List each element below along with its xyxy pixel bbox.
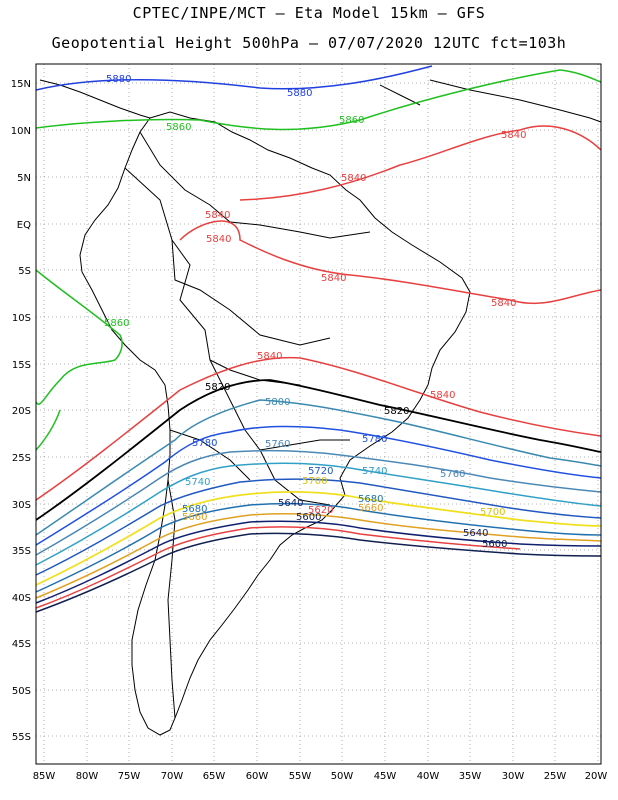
- lon-label: 20W: [585, 771, 608, 782]
- contour-5860-southwest: [35, 409, 61, 451]
- contour-label: 5840: [206, 234, 231, 245]
- lat-label: 40S: [12, 593, 31, 604]
- contour-label: 5860: [104, 318, 129, 329]
- contour-5860-north: [35, 69, 602, 131]
- contour-label: 5740: [185, 477, 210, 488]
- contour-label: 5760: [265, 439, 290, 450]
- grid: [36, 64, 601, 764]
- contour-label: 5820: [384, 406, 409, 417]
- contour-5700: [35, 491, 602, 586]
- lon-label: 85W: [33, 771, 56, 782]
- contour-label: 5660: [358, 503, 383, 514]
- contour-5600: [35, 532, 602, 613]
- contour-label: 5680: [358, 494, 383, 505]
- contour-label: 5620: [308, 505, 333, 516]
- contour-label: 5840: [341, 173, 366, 184]
- lon-label: 50W: [331, 771, 354, 782]
- contour-lines: [35, 65, 602, 613]
- contour-label: 5700: [480, 507, 505, 518]
- lon-label: 75W: [118, 771, 141, 782]
- latitude-labels: 15N 10N 5N EQ 5S 10S 15S 20S 25S 30S 35S…: [11, 79, 31, 743]
- lon-label: 70W: [161, 771, 184, 782]
- contour-5860-west: [35, 269, 123, 405]
- lat-label: 15N: [11, 79, 31, 90]
- contour-label: 5840: [491, 298, 516, 309]
- contour-5680: [35, 502, 602, 593]
- lon-label: 45W: [374, 771, 397, 782]
- lon-label: 30W: [502, 771, 525, 782]
- contour-label: 5880: [287, 88, 312, 99]
- contour-5620: [35, 526, 521, 609]
- map-title-line-1: CPTEC/INPE/MCT – Eta Model 15km – GFS: [132, 4, 486, 22]
- map-title-line-2: Geopotential Height 500hPa – 07/07/2020 …: [51, 34, 567, 52]
- contour-label: 5860: [339, 115, 364, 126]
- contour-label: 5840: [321, 273, 346, 284]
- lon-label: 25W: [544, 771, 567, 782]
- contour-label: 5820: [205, 382, 230, 393]
- contour-label: 5840: [257, 351, 282, 362]
- contour-label: 5840: [430, 390, 455, 401]
- lat-label: 45S: [12, 639, 31, 650]
- map-frame: [35, 63, 602, 765]
- contour-5820: [35, 379, 602, 521]
- contour-label: 5700: [302, 476, 327, 487]
- lon-label: 60W: [246, 771, 269, 782]
- contour-label: 5760: [440, 469, 465, 480]
- lat-label: 35S: [12, 546, 31, 557]
- contour-5840-south: [35, 356, 602, 501]
- contour-5740: [35, 462, 602, 566]
- lon-label: 65W: [203, 771, 226, 782]
- contour-label: 5840: [205, 210, 230, 221]
- contour-5840-north: [239, 125, 602, 201]
- lon-label: 40W: [417, 771, 440, 782]
- lat-label: 55S: [12, 732, 31, 743]
- lat-label: 50S: [12, 686, 31, 697]
- longitude-labels: 85W 80W 75W 70W 65W 60W 55W 50W 45W 40W …: [33, 771, 608, 782]
- contour-label: 5680: [182, 504, 207, 515]
- contour-5660: [35, 513, 602, 599]
- lat-label: 15S: [12, 360, 31, 371]
- contour-label: 5840: [501, 130, 526, 141]
- contour-label: 5720: [308, 466, 333, 477]
- contour-label: 5780: [362, 434, 387, 445]
- lat-label: 25S: [12, 453, 31, 464]
- lat-label: 20S: [12, 406, 31, 417]
- contour-label: 5740: [362, 466, 387, 477]
- lat-label: 10S: [12, 313, 31, 324]
- contour-5800: [35, 399, 602, 536]
- lon-label: 80W: [76, 771, 99, 782]
- contour-label: 5600: [482, 539, 507, 550]
- contour-labels: 5880 5880 5860 5860 5860 5840 5840 5840 …: [104, 74, 526, 550]
- lon-label: 35W: [459, 771, 482, 782]
- contour-label: 5640: [463, 528, 488, 539]
- contour-label: 5640: [278, 498, 303, 509]
- contour-5760: [35, 450, 602, 556]
- lat-label: 5N: [17, 173, 31, 184]
- lat-label: 30S: [12, 500, 31, 511]
- contour-5840-mid: [179, 220, 602, 305]
- contour-label: 5660: [182, 512, 207, 523]
- contour-5640: [35, 520, 602, 604]
- contour-5720: [35, 478, 602, 576]
- contour-label: 5780: [192, 438, 217, 449]
- lat-label: 5S: [18, 266, 31, 277]
- contour-label: 5860: [166, 122, 191, 133]
- contour-label: 5600: [296, 512, 321, 523]
- lat-label: EQ: [17, 220, 31, 231]
- contour-5880: [35, 65, 433, 91]
- lat-label: 10N: [11, 126, 31, 137]
- contour-label: 5880: [106, 74, 131, 85]
- lon-label: 55W: [289, 771, 312, 782]
- contour-label: 5800: [265, 397, 290, 408]
- contour-5780: [35, 425, 602, 546]
